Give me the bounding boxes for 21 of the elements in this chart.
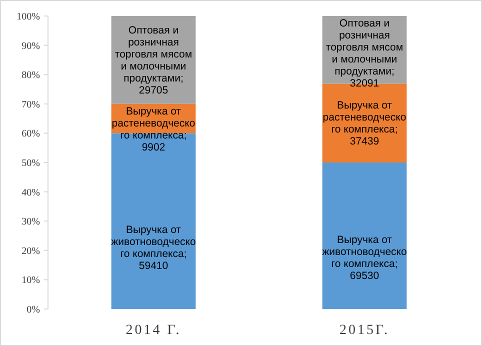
y-tick-label: 0%	[26, 304, 40, 316]
annotation: Оптовая и розничная торговля мясом и молочными продуктами; 29705	[114, 24, 192, 96]
y-tick-label: 40%	[22, 187, 40, 198]
y-tick-label: 50%	[22, 158, 40, 169]
y-tick-label: 10%	[22, 275, 40, 286]
y-tick-label: 60%	[22, 128, 40, 140]
y-tick-label: 70%	[22, 99, 40, 110]
bar	[111, 133, 196, 309]
annotation: Выручка от животноводческо го комплекса; 59410	[111, 224, 196, 272]
y-tick-label: 100%	[16, 12, 40, 22]
y-tick-label: 20%	[22, 246, 40, 257]
y-tick-label: 30%	[22, 216, 40, 228]
x-tick-label: 2015Г.	[339, 323, 390, 338]
annotation: Оптовая и розничная торговля мясом и молочными продуктами; 32091	[326, 18, 404, 90]
bar	[322, 162, 407, 309]
y-tick-label: 80%	[22, 70, 40, 82]
annotation: Выручка от растеневодческо го комплекса; 9902	[112, 105, 196, 154]
y-tick-label: 90%	[22, 40, 40, 52]
annotation: Выручка от растеневодческо го комплекса; 37439	[322, 100, 406, 148]
x-tick-label: 2014 Г.	[126, 323, 182, 338]
annotation: Выручка от животноводческо го комплекса; 69530	[322, 234, 408, 282]
